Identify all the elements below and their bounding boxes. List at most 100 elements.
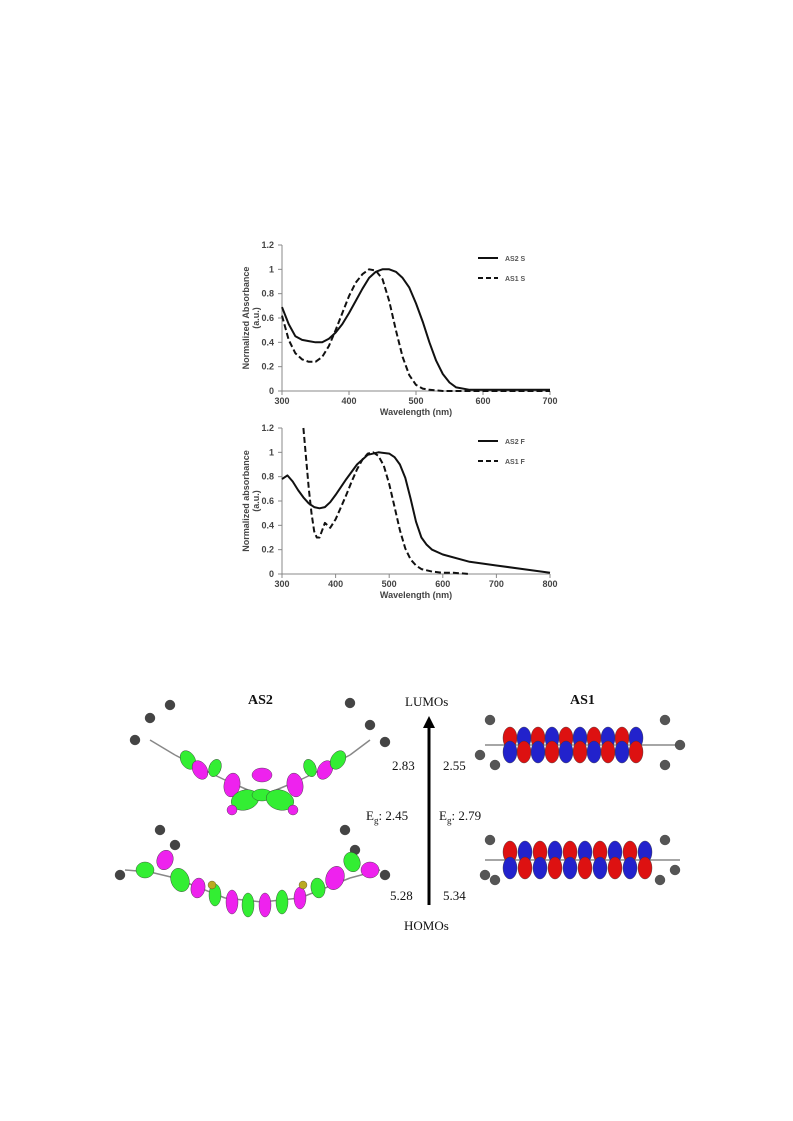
film-y-axis-label: Normalized absorbance (241, 450, 251, 552)
solution-x-axis-label: Wavelength (nm) (380, 407, 452, 417)
orbital-lobe (258, 892, 272, 918)
atom-sphere (659, 714, 671, 726)
orbital-lobe (562, 856, 578, 880)
solution-legend-label-2: AS1 S (505, 276, 526, 283)
film-x-tick-label: 400 (328, 579, 343, 589)
solution-y-tick-label: 0.6 (261, 313, 274, 323)
as1-lumo-value: 2.55 (443, 758, 466, 773)
film-series-line-1 (281, 451, 551, 574)
as1-gap-label: Eg: 2.79 (439, 808, 482, 826)
solution-x-tick-label: 600 (475, 396, 490, 406)
solution-x-tick-label: 400 (341, 396, 356, 406)
atom-sphere (298, 880, 308, 890)
orbital-lobe (586, 740, 602, 764)
orbital-lobe (558, 740, 574, 764)
orbital-lobe (208, 759, 222, 777)
orbital-lobe (530, 740, 546, 764)
solution-x-tick-label: 500 (408, 396, 423, 406)
film-y-tick-label: 0.2 (261, 545, 274, 555)
atom-sphere (674, 739, 686, 751)
orbital-lobe (316, 760, 334, 780)
atom-sphere (479, 869, 491, 881)
orbital-lobe (622, 856, 638, 880)
solution-y-axis-label: Normalized Absorbance (241, 267, 251, 370)
orbital-lobe (156, 850, 174, 870)
film-legend-label-2: AS1 F (505, 459, 526, 466)
energy-arrow-head (423, 716, 435, 728)
solution-legend-label-1: AS2 S (505, 256, 526, 263)
orbital-lobe (517, 856, 533, 880)
solution-y-tick-label: 0.4 (261, 337, 274, 347)
as2-lumo-value: 2.83 (392, 758, 415, 773)
atom-sphere (339, 824, 351, 836)
solution-x-tick-label: 700 (542, 396, 557, 406)
orbital-lobe (607, 856, 623, 880)
orbital-lobe (637, 856, 653, 880)
film-x-axis-label: Wavelength (nm) (380, 590, 452, 600)
atom-sphere (659, 834, 671, 846)
as2-gap-label: Eg: 2.45 (366, 808, 409, 826)
atom-sphere (659, 759, 671, 771)
orbital-lobe (592, 856, 608, 880)
orbital-lobe (241, 892, 255, 918)
orbital-lobe (310, 877, 326, 899)
orbital-lobe (303, 759, 317, 777)
film-x-tick-label: 800 (542, 579, 557, 589)
absorbance-chart-solution: 0 0.2 0.4 0.6 0.8 1 1.2 300 400 500 600 700 Waveleng… (241, 240, 558, 417)
atom-sphere (164, 699, 176, 711)
atom-sphere (379, 869, 391, 881)
lumo-label: LUMOs (405, 694, 449, 709)
as2-title: AS2 (248, 693, 273, 708)
as1-title: AS1 (570, 693, 595, 708)
atom-sphere (364, 719, 376, 731)
orbital-lobe (251, 767, 273, 783)
atom-sphere (669, 864, 681, 876)
orbital-lobe (170, 868, 190, 892)
as2-homo-value: 5.28 (390, 888, 413, 903)
orbital-lobe (614, 740, 630, 764)
film-legend-label-1: AS2 F (505, 439, 526, 446)
orbital-lobe (502, 740, 518, 764)
bond-stick (349, 739, 371, 756)
as2-homo-orbital (114, 824, 391, 918)
atom-sphere (654, 874, 666, 886)
solution-y-tick-label: 1.2 (261, 240, 274, 250)
film-y-tick-label: 1 (269, 447, 274, 457)
atom-sphere (207, 880, 217, 890)
atom-sphere (169, 839, 181, 851)
orbital-lobe (191, 760, 209, 780)
solution-series-line-1 (281, 268, 550, 391)
orbital-lobe (577, 856, 593, 880)
atom-sphere (154, 824, 166, 836)
atom-sphere (489, 759, 501, 771)
orbital-lobe (516, 740, 532, 764)
bond-stick (149, 739, 176, 756)
orbital-lobe (547, 856, 563, 880)
orbital-lobe (532, 856, 548, 880)
as2-lumo-orbital (129, 697, 391, 816)
absorbance-chart-film: 0 0.2 0.4 0.6 0.8 1 1.2 300 400 500 600 700 800 Wavel… (241, 423, 558, 600)
orbital-lobe (275, 889, 289, 915)
solution-y-axis-label-unit: (a.u.) (251, 307, 261, 329)
orbital-lobe (600, 740, 616, 764)
film-y-axis-label-unit: (a.u.) (251, 490, 261, 512)
orbital-lobe (190, 877, 206, 899)
orbital-lobe (286, 772, 304, 798)
atom-sphere (474, 749, 486, 761)
film-x-tick-label: 700 (489, 579, 504, 589)
atom-sphere (344, 697, 356, 709)
atom-sphere (129, 734, 141, 746)
atom-sphere (484, 834, 496, 846)
as1-homo-value: 5.34 (443, 888, 466, 903)
orbital-lobe (325, 866, 345, 890)
as1-lumo-orbital (474, 714, 686, 771)
solution-series-line-2 (281, 268, 550, 392)
atom-sphere (144, 712, 156, 724)
atom-sphere (489, 874, 501, 886)
orbital-lobe (360, 861, 380, 879)
orbital-lobe (287, 804, 299, 816)
orbital-lobe (628, 740, 644, 764)
atom-sphere (379, 736, 391, 748)
film-series-line-2 (302, 427, 470, 575)
